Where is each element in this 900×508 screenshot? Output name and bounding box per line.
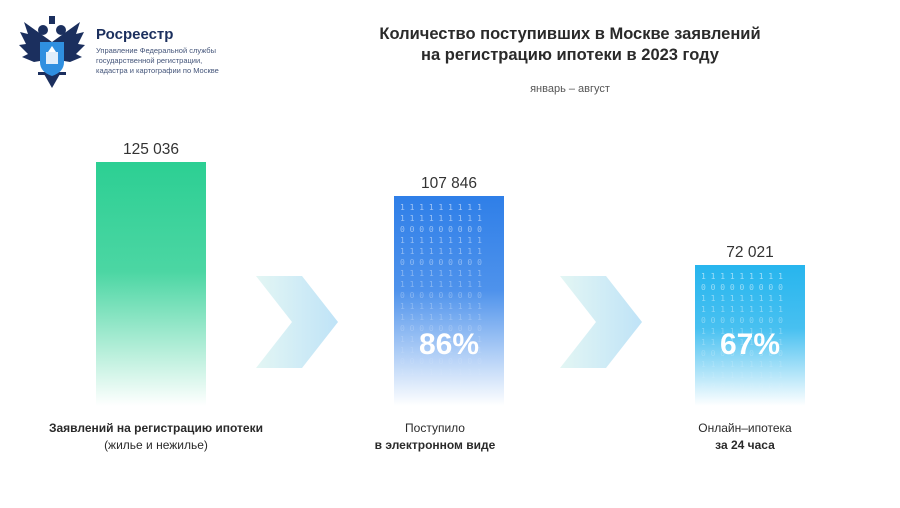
chart-title: Количество поступивших в Москве заявлени… <box>300 24 840 66</box>
category-label-line: Поступило <box>405 421 465 435</box>
category-label-3: Онлайн–ипотека за 24 часа <box>640 420 850 454</box>
bar-digit-pattern: 1 1 1 1 1 1 1 1 1 <box>701 294 783 303</box>
bar-digit-pattern: 1 1 1 1 1 1 1 1 1 <box>400 302 482 311</box>
bar-digit-pattern: 1 1 1 1 1 1 1 1 1 <box>701 327 783 336</box>
category-label-line: Онлайн–ипотека <box>698 421 792 435</box>
bar-digit-pattern: 0 0 0 0 0 0 0 0 0 <box>701 349 783 358</box>
bar-digit-pattern: 1 1 1 1 1 1 1 1 1 <box>701 305 783 314</box>
bar-digit-pattern: 1 1 1 1 1 1 1 1 1 <box>400 368 482 377</box>
category-label-line: в электронном виде <box>374 438 496 452</box>
org-desc-line: кадастра и картографии по Москве <box>96 66 219 75</box>
bar <box>695 265 805 406</box>
bar-digit-pattern: 1 1 1 1 1 1 1 1 1 <box>701 272 783 281</box>
category-label-line: за 24 часа <box>715 438 775 452</box>
org-name: Росреестр <box>96 26 174 43</box>
percent-label: 86% <box>419 328 479 361</box>
bar-digit-pattern: 1 1 1 1 1 1 1 1 1 <box>400 280 482 289</box>
chart-subtitle: январь – август <box>530 83 610 95</box>
bar-digit-pattern: 1 1 1 1 1 1 1 1 1 <box>701 360 783 369</box>
bar-digit-pattern: 1 1 1 1 1 1 1 1 1 <box>400 214 482 223</box>
chevron-arrow-icon <box>256 276 338 368</box>
bar <box>394 196 504 406</box>
org-desc-line: государственной регистрации, <box>96 56 203 65</box>
bar-digit-pattern: 0 0 0 0 0 0 0 0 0 <box>400 291 482 300</box>
percent-label: 67% <box>720 328 780 361</box>
category-label-1: Заявлений на регистрацию ипотеки (жилье … <box>18 420 294 454</box>
value-label: 107 846 <box>421 175 477 192</box>
category-label-line: (жилье и нежилье) <box>104 438 208 452</box>
org-description: Управление Федеральной службы государств… <box>96 46 266 76</box>
bar-digit-pattern: 0 0 0 0 0 0 0 0 0 <box>400 357 482 366</box>
bar-digit-pattern: 1 1 1 1 1 1 1 1 1 <box>400 269 482 278</box>
bar <box>96 162 206 406</box>
bar-digit-pattern: 1 1 1 1 1 1 1 1 1 <box>400 346 482 355</box>
bar-digit-pattern: 1 1 1 1 1 1 1 1 1 <box>400 313 482 322</box>
bar-digit-pattern: 1 1 1 1 1 1 1 1 1 <box>400 203 482 212</box>
chart-title-line: Количество поступивших в Москве заявлени… <box>379 25 761 43</box>
bar-digit-pattern: 0 0 0 0 0 0 0 0 0 <box>400 225 482 234</box>
bar-digit-pattern: 0 0 0 0 0 0 0 0 0 <box>701 382 783 391</box>
bar-digit-pattern: 1 1 1 1 1 1 1 1 1 <box>400 236 482 245</box>
bar-digit-pattern: 0 0 0 0 0 0 0 0 0 <box>701 283 783 292</box>
category-label-line: Заявлений на регистрацию ипотеки <box>48 421 263 435</box>
eagle-emblem-icon <box>19 16 85 88</box>
bar-digit-pattern: 1 1 1 1 1 1 1 1 1 <box>701 338 783 347</box>
value-label: 72 021 <box>726 244 773 261</box>
bar-digit-pattern: 0 0 0 0 0 0 0 0 0 <box>400 258 482 267</box>
logo-block: Росреестр Управление Федеральной службы … <box>16 12 256 92</box>
bar-digit-pattern: 0 0 0 0 0 0 0 0 0 <box>701 316 783 325</box>
org-desc-line: Управление Федеральной службы <box>96 46 216 55</box>
bar-digit-pattern: 1 1 1 1 1 1 1 1 1 <box>400 379 482 388</box>
value-label: 125 036 <box>123 141 179 158</box>
category-label-2: Поступило в электронном виде <box>330 420 540 454</box>
bar-digit-pattern: 0 0 0 0 0 0 0 0 0 <box>400 324 482 333</box>
chevron-arrow-icon <box>560 276 642 368</box>
bar-digit-pattern: 1 1 1 1 1 1 1 1 1 <box>701 371 783 380</box>
bar-digit-pattern: 1 1 1 1 1 1 1 1 1 <box>400 335 482 344</box>
bar-digit-pattern: 1 1 1 1 1 1 1 1 1 <box>400 247 482 256</box>
chart-title-line: на регистрацию ипотеки в 2023 году <box>421 46 719 64</box>
